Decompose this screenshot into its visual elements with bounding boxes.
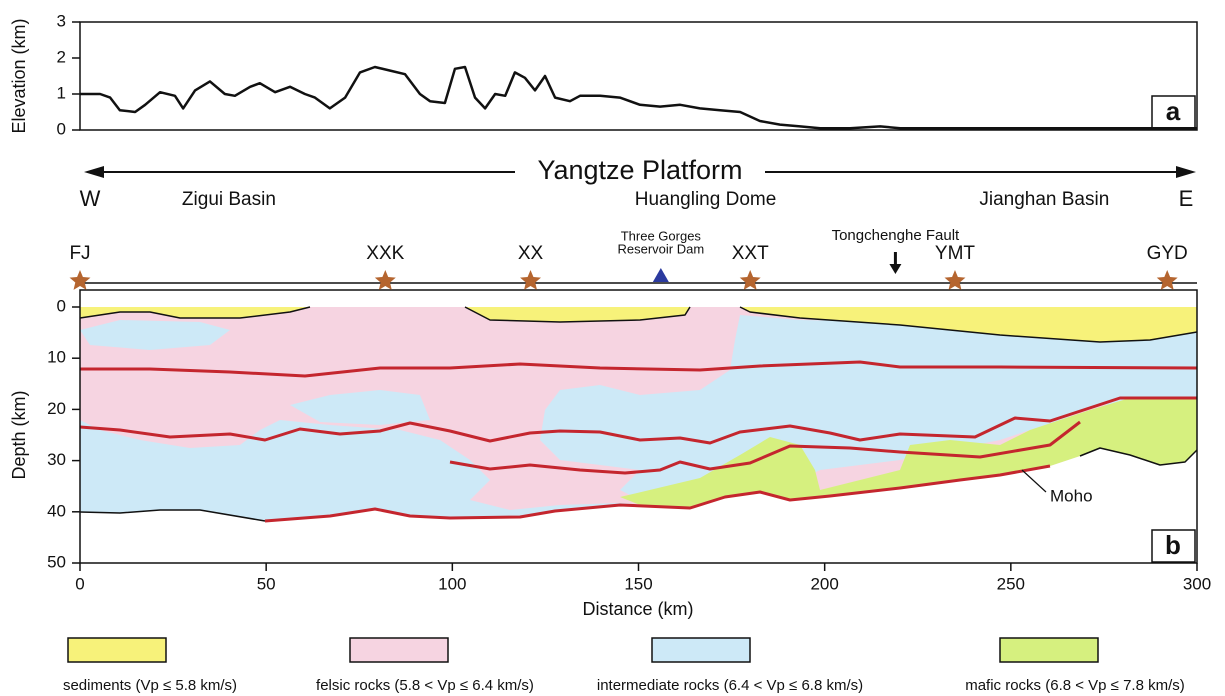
- station: [944, 270, 966, 290]
- station: [69, 270, 91, 290]
- region-label: Jianghan Basin: [979, 189, 1109, 210]
- west-label: W: [80, 186, 101, 211]
- legend-swatch: [999, 637, 1099, 663]
- y-tick-label: 2: [57, 47, 66, 66]
- y-axis-title: Elevation (km): [9, 18, 29, 133]
- legend-label: sediments (Vp ≤ 5.8 km/s): [63, 677, 237, 694]
- x-tick-label: 200: [810, 574, 838, 593]
- station-label: FJ: [69, 243, 90, 264]
- panel-label: b: [1165, 530, 1181, 560]
- y-tick-label: 20: [47, 399, 66, 418]
- station: [374, 270, 396, 290]
- y-tick-label: 30: [47, 450, 66, 469]
- region-label: Zigui Basin: [182, 189, 276, 210]
- y-tick-label: 10: [47, 348, 66, 367]
- station: [520, 270, 541, 290]
- panel-a-frame: [79, 21, 1198, 131]
- x-axis-title: Distance (km): [582, 599, 693, 619]
- x-tick-label: 50: [257, 574, 276, 593]
- x-tick-label: 300: [1183, 574, 1211, 593]
- region-label: Huangling Dome: [635, 189, 777, 210]
- arrowhead: [84, 166, 104, 178]
- x-tick-label: 100: [438, 574, 466, 593]
- y-tick-label: 1: [57, 83, 66, 102]
- fault-label: Tongchenghe Fault: [832, 227, 960, 244]
- arrowhead: [1176, 166, 1196, 178]
- x-tick-label: 250: [997, 574, 1025, 593]
- y-tick-label: 0: [57, 296, 66, 315]
- station: [739, 270, 761, 290]
- dam-label: Reservoir Dam: [617, 241, 704, 256]
- legend-swatch: [349, 637, 449, 663]
- station-label: GYD: [1147, 243, 1188, 264]
- section-fill: [79, 306, 1198, 523]
- legend-label: intermediate rocks (6.4 < Vp ≤ 6.8 km/s): [597, 677, 863, 694]
- east-label: E: [1179, 186, 1194, 211]
- legend-swatch: [67, 637, 167, 663]
- panel-label: a: [1166, 96, 1181, 126]
- fault-arrowhead: [889, 264, 902, 274]
- station-label: YMT: [935, 243, 976, 264]
- y-tick-label: 3: [57, 11, 66, 30]
- y-axis-title: Depth (km): [9, 390, 29, 479]
- platform-label: Yangtze Platform: [537, 155, 742, 185]
- dam: [652, 268, 669, 282]
- y-tick-label: 50: [47, 552, 66, 571]
- station-label: XXT: [732, 243, 769, 264]
- moho-label: Moho: [1050, 486, 1093, 505]
- legend-swatch: [651, 637, 751, 663]
- label-gap: [515, 156, 765, 188]
- panel-label-box: [1151, 529, 1196, 563]
- y-tick-label: 0: [57, 119, 66, 138]
- legend-label: mafic rocks (6.8 < Vp ≤ 7.8 km/s): [965, 677, 1185, 694]
- x-tick-label: 150: [624, 574, 652, 593]
- legend-label: felsic rocks (5.8 < Vp ≤ 6.4 km/s): [316, 677, 534, 694]
- station-label: XX: [518, 243, 544, 264]
- y-tick-label: 40: [47, 501, 66, 520]
- dam-label: Three Gorges: [621, 228, 702, 243]
- x-tick-label: 0: [75, 574, 84, 593]
- station: [1156, 270, 1178, 290]
- elevation-line: [80, 65, 1197, 130]
- station-label: XXK: [366, 243, 404, 264]
